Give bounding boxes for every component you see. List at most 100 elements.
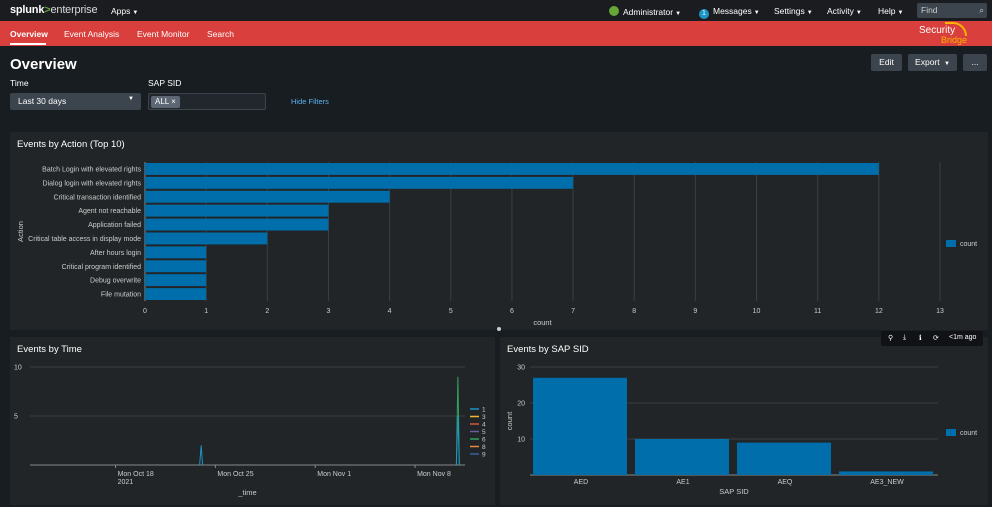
settings-label: Settings (774, 6, 805, 16)
x-tick-label: 2021 (118, 479, 134, 486)
x-tick-label: AE3_NEW (870, 479, 904, 486)
bar (145, 190, 390, 203)
apps-label: Apps (111, 6, 131, 16)
settings-menu[interactable]: Settings ▼ (774, 6, 813, 16)
find-placeholder: Find (921, 5, 938, 15)
admin-label: Administrator (623, 7, 674, 17)
x-tick-label: Mon Nov 8 (417, 471, 451, 478)
x-tick-label: 2 (265, 308, 269, 315)
find-input[interactable]: Find ⌕ (917, 3, 987, 18)
x-tick-label: Mon Nov 1 (317, 471, 351, 478)
sid-multiselect[interactable]: ALL × (148, 93, 266, 110)
y-axis-title: count (505, 411, 514, 430)
legend-label: 9 (482, 452, 486, 459)
x-tick-label: 5 (449, 308, 453, 315)
bar (839, 471, 933, 475)
x-tick-label: 6 (510, 308, 514, 315)
export-caret-icon: ▼ (944, 61, 950, 67)
y-tick-label: Application failed (88, 222, 141, 229)
y-tick-label: 10 (517, 437, 525, 444)
panel-sid-title: Events by SAP SID (507, 344, 589, 355)
remove-tag-icon[interactable]: × (171, 97, 176, 106)
active-tab-indicator (10, 43, 46, 45)
legend-swatch (946, 429, 956, 436)
messages-menu[interactable]: 1 Messages ▼ (699, 6, 760, 19)
activity-caret-icon: ▼ (855, 10, 862, 16)
legend-swatch (946, 240, 956, 247)
legend-label: count (960, 430, 977, 437)
help-menu[interactable]: Help ▼ (878, 6, 903, 16)
legend-label: count (960, 241, 977, 248)
y-tick-label: 20 (517, 401, 525, 408)
search-icon: ⌕ (979, 5, 984, 15)
activity-label: Activity (827, 6, 854, 16)
y-tick-label: Dialog login with elevated rights (43, 180, 142, 187)
info-icon[interactable]: ℹ (919, 335, 922, 342)
bar (145, 288, 207, 300)
time-label: Time (10, 78, 29, 88)
hide-filters-link[interactable]: Hide Filters (291, 97, 329, 106)
y-tick-label: Batch Login with elevated rights (42, 166, 141, 173)
x-tick-label: 0 (143, 308, 147, 315)
top-bar: splunk>enterprise Apps ▼ Administrator ▼ 1… (0, 0, 992, 21)
y-tick-label: 10 (14, 365, 22, 372)
export-label: Export (915, 57, 940, 67)
sid-label: SAP SID (148, 78, 182, 88)
y-axis-title: Action (16, 221, 25, 242)
logo-splunk: splunk (10, 4, 45, 16)
admin-status-icon (609, 6, 619, 16)
splunk-logo[interactable]: splunk>enterprise (10, 4, 98, 16)
x-tick-label: AE1 (676, 479, 689, 486)
y-tick-label: Agent not reachable (78, 208, 141, 215)
bar (145, 260, 207, 273)
x-tick-label: 3 (327, 308, 331, 315)
more-button[interactable]: ... (963, 54, 987, 71)
series-line (199, 445, 204, 466)
bar (145, 176, 574, 189)
refresh-icon[interactable]: ⟳ (933, 335, 939, 342)
brand-bridge-text: Bridge (941, 35, 968, 45)
panel-action-title: Events by Action (Top 10) (17, 139, 125, 150)
messages-caret-icon: ▼ (753, 10, 760, 16)
apps-menu[interactable]: Apps ▼ (111, 6, 138, 16)
edit-button[interactable]: Edit (871, 54, 902, 71)
search-icon[interactable]: ⚲ (888, 335, 894, 342)
settings-caret-icon: ▼ (806, 10, 813, 16)
tab-event-analysis[interactable]: Event Analysis (64, 29, 120, 39)
messages-label: Messages (713, 6, 752, 16)
sid-tag-label: ALL (155, 97, 169, 106)
export-button[interactable]: Export ▼ (908, 54, 957, 71)
tab-search[interactable]: Search (207, 29, 234, 39)
sid-tag-all[interactable]: ALL × (151, 96, 180, 108)
export-icon[interactable]: ⤓ (903, 334, 907, 341)
y-tick-label: Debug overwrite (90, 278, 141, 285)
x-axis-title: SAP SID (719, 487, 749, 496)
panel-events-by-sid: Events by SAP SID 10 20 30 AED AE1 AEQ AE3_NEW… (500, 337, 988, 505)
help-caret-icon: ▼ (897, 10, 904, 16)
activity-menu[interactable]: Activity ▼ (827, 6, 862, 16)
x-tick-label: AED (574, 479, 588, 486)
sid-bar-chart: 10 20 30 AED AE1 AEQ AE3_NEW SAP SID count count (505, 365, 977, 497)
x-tick-label: 10 (753, 308, 761, 315)
time-value: Last 30 days (18, 96, 67, 106)
x-axis-title: _time (237, 488, 256, 497)
resize-handle[interactable] (497, 327, 501, 331)
tab-event-monitor[interactable]: Event Monitor (137, 29, 190, 39)
page-title: Overview (10, 56, 77, 73)
admin-menu[interactable]: Administrator ▼ (609, 6, 681, 17)
bar (145, 246, 207, 259)
x-tick-label: 8 (632, 308, 636, 315)
tab-overview[interactable]: Overview (10, 29, 48, 39)
y-tick-label: Critical transaction identified (53, 194, 141, 201)
x-tick-label: 4 (388, 308, 392, 315)
app-bar (0, 21, 992, 46)
x-axis-title: count (533, 318, 552, 327)
panel-toolbar: ⚲ ⤓ ℹ ⟳ <1m ago (881, 331, 983, 346)
x-tick-label: 13 (936, 308, 944, 315)
time-picker[interactable]: Last 30 days ▼ (10, 93, 141, 110)
x-tick-label: 12 (875, 308, 883, 315)
panel-time-title: Events by Time (17, 344, 82, 355)
x-tick-label: 11 (814, 308, 821, 315)
